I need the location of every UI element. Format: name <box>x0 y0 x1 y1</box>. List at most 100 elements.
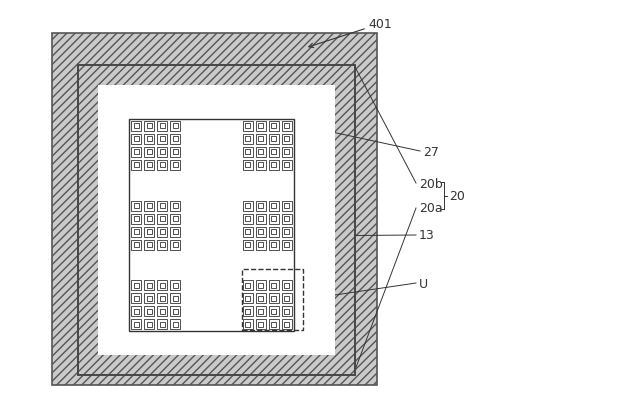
Bar <box>259 296 263 301</box>
Bar <box>157 320 167 330</box>
Bar <box>259 230 263 235</box>
Bar <box>157 294 167 304</box>
Bar <box>282 121 292 131</box>
Bar <box>157 306 167 316</box>
Bar <box>245 124 250 129</box>
Bar <box>170 134 180 145</box>
Bar <box>157 134 167 145</box>
Bar <box>271 204 276 209</box>
Bar <box>131 121 141 131</box>
Bar <box>144 214 154 224</box>
Bar <box>245 216 250 221</box>
Bar <box>259 124 263 129</box>
Text: U: U <box>419 277 428 290</box>
Text: 27: 27 <box>423 145 439 158</box>
Bar <box>157 214 167 224</box>
Bar <box>271 283 276 288</box>
Bar <box>78 66 355 375</box>
Bar <box>144 227 154 237</box>
Bar <box>144 294 154 304</box>
Bar <box>147 283 152 288</box>
Bar <box>147 230 152 235</box>
Bar <box>157 160 167 170</box>
Bar <box>134 163 139 168</box>
Bar <box>131 280 141 291</box>
Bar <box>147 204 152 209</box>
Bar <box>173 163 178 168</box>
Bar <box>170 320 180 330</box>
Bar <box>243 294 253 304</box>
Bar <box>160 309 164 314</box>
Bar <box>282 320 292 330</box>
Bar <box>160 163 164 168</box>
Bar <box>269 240 279 250</box>
Bar <box>271 322 276 327</box>
Bar <box>160 137 164 142</box>
Bar <box>243 147 253 157</box>
Bar <box>131 134 141 145</box>
Bar <box>259 163 263 168</box>
Bar <box>170 306 180 316</box>
Bar <box>245 322 250 327</box>
Bar <box>243 121 253 131</box>
Bar <box>78 66 355 375</box>
Bar <box>259 283 263 288</box>
Bar <box>282 240 292 250</box>
Bar <box>144 134 154 145</box>
Bar <box>245 296 250 301</box>
Bar <box>271 150 276 155</box>
Bar <box>269 306 279 316</box>
Bar <box>284 322 289 327</box>
Bar <box>271 163 276 168</box>
Bar <box>256 134 266 145</box>
Bar <box>173 137 178 142</box>
Bar <box>271 296 276 301</box>
Bar <box>160 296 164 301</box>
Bar <box>131 160 141 170</box>
Bar <box>243 320 253 330</box>
Bar <box>243 227 253 237</box>
Bar <box>147 296 152 301</box>
Bar <box>173 283 178 288</box>
Bar <box>256 240 266 250</box>
Bar <box>134 309 139 314</box>
Bar <box>170 160 180 170</box>
Bar <box>134 296 139 301</box>
Bar <box>259 150 263 155</box>
Bar <box>282 227 292 237</box>
Bar <box>282 201 292 211</box>
Bar <box>243 306 253 316</box>
Bar <box>170 147 180 157</box>
Bar <box>245 230 250 235</box>
Bar <box>144 306 154 316</box>
Bar <box>282 147 292 157</box>
Bar <box>157 280 167 291</box>
Bar <box>271 230 276 235</box>
Bar <box>256 147 266 157</box>
Bar <box>147 163 152 168</box>
Bar <box>245 204 250 209</box>
Bar <box>160 124 164 129</box>
Bar <box>256 214 266 224</box>
Bar <box>131 306 141 316</box>
Bar <box>144 147 154 157</box>
Bar <box>245 163 250 168</box>
Bar <box>144 201 154 211</box>
Bar <box>245 137 250 142</box>
Bar <box>269 147 279 157</box>
Bar <box>282 214 292 224</box>
Bar <box>170 227 180 237</box>
Bar <box>144 240 154 250</box>
Bar <box>131 320 141 330</box>
Bar <box>157 227 167 237</box>
Bar <box>160 216 164 221</box>
Bar <box>129 119 294 332</box>
Bar <box>134 242 139 247</box>
Bar <box>269 134 279 145</box>
Bar <box>243 160 253 170</box>
Bar <box>256 280 266 291</box>
Bar <box>259 216 263 221</box>
Bar <box>271 124 276 129</box>
Bar <box>284 150 289 155</box>
Bar <box>173 309 178 314</box>
